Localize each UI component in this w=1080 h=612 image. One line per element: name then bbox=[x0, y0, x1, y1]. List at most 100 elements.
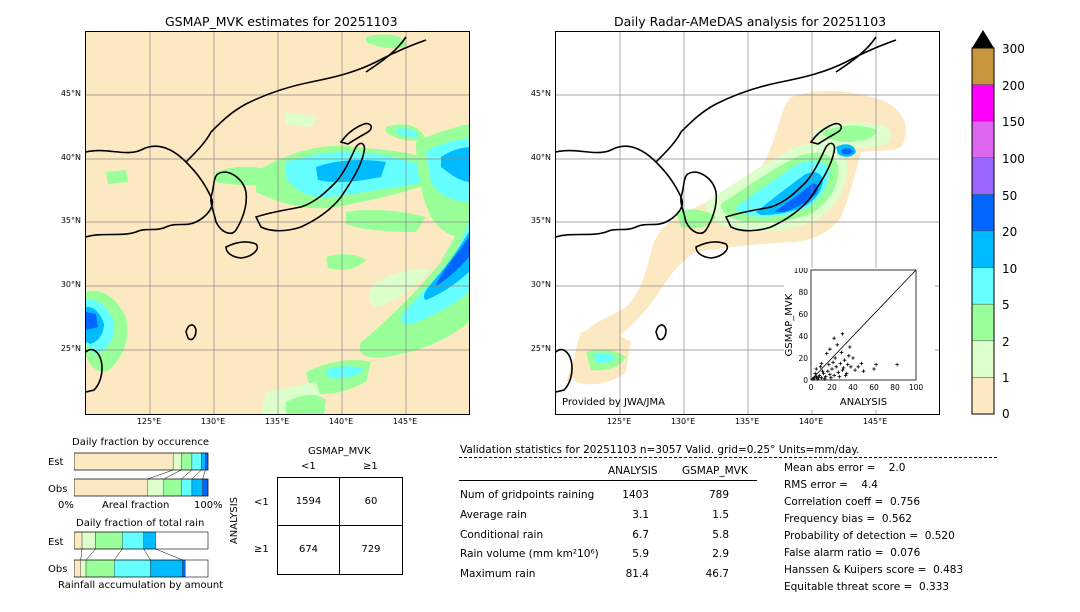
left-lat-label-45: 45°N bbox=[60, 89, 81, 98]
colorbar-segment bbox=[971, 303, 995, 342]
validation-col-analysis: ANALYSIS bbox=[608, 465, 658, 477]
scatter-point bbox=[832, 336, 836, 340]
scatter-point bbox=[841, 366, 846, 370]
scatter-point bbox=[847, 354, 851, 358]
scatter-point bbox=[872, 367, 876, 371]
colorbar-segment bbox=[971, 340, 995, 378]
scatter-point bbox=[839, 350, 844, 355]
total-rain-bar-frame bbox=[74, 531, 209, 550]
total-rain-bar-chart bbox=[74, 531, 209, 578]
contingency-row-lt: <1 bbox=[254, 497, 269, 508]
scatter-point bbox=[819, 361, 824, 366]
left-lon-label-135: 135°E bbox=[264, 417, 290, 426]
right-map-coastline bbox=[556, 36, 897, 393]
total-rain-obs-label: Obs bbox=[48, 564, 68, 575]
colorbar-label-150: 150 bbox=[1002, 115, 1025, 129]
total-rain-connector bbox=[155, 548, 183, 561]
colorbar-label-200: 200 bbox=[1002, 79, 1025, 93]
scatter-point bbox=[817, 373, 822, 378]
scatter-y-label: GSMAP_MVK bbox=[784, 293, 795, 356]
occurrence-x-mid: Areal fraction bbox=[102, 500, 170, 511]
scatter-point bbox=[845, 362, 850, 367]
total-rain-segment bbox=[114, 559, 151, 578]
colorbar-frame bbox=[971, 47, 995, 415]
colorbar-segment bbox=[971, 377, 995, 415]
total-rain-segment bbox=[182, 559, 186, 578]
stat-gsmap-maximum: 46.7 bbox=[705, 568, 729, 580]
scatter-point bbox=[836, 370, 841, 375]
left-lon-label-145: 145°E bbox=[392, 417, 418, 426]
occurrence-bar-frame bbox=[74, 452, 209, 471]
scatter-point bbox=[812, 376, 816, 380]
contingency-table: 1594 60 674 729 bbox=[277, 477, 403, 575]
stat-analysis-average: 3.1 bbox=[632, 509, 649, 521]
scatter-point bbox=[814, 374, 819, 379]
stat-label-volume: Rain volume (mm km²10⁶) bbox=[460, 548, 599, 560]
scatter-point bbox=[849, 365, 853, 369]
scatter-x-tick: 0 bbox=[809, 383, 814, 392]
left-lat-label-40: 40°N bbox=[60, 153, 81, 162]
score-mae: Mean abs error = 2.0 bbox=[784, 462, 906, 474]
occurrence-segment bbox=[180, 452, 193, 471]
colorbar-label-2: 2 bbox=[1002, 335, 1010, 349]
scatter-point bbox=[874, 362, 878, 367]
occurrence-segment bbox=[147, 478, 164, 497]
total-rain-segment bbox=[85, 559, 115, 578]
total-rain-segment bbox=[80, 559, 87, 578]
right-lon-label-140: 140°E bbox=[798, 417, 824, 426]
scatter-point bbox=[833, 356, 837, 360]
right-map: 0 20 40 60 80 100 0 20 40 60 80 100 ANALYSIS GSMAP_MV… bbox=[555, 31, 940, 415]
occurrence-segment bbox=[74, 478, 148, 497]
occurrence-bar-chart bbox=[74, 452, 209, 497]
scatter-point bbox=[814, 367, 819, 371]
occurrence-segment bbox=[163, 478, 182, 497]
scatter-point bbox=[851, 356, 855, 360]
score-far: False alarm ratio = 0.076 bbox=[784, 547, 921, 559]
stat-analysis-conditional: 6.7 bbox=[632, 529, 649, 541]
contingency-cell-b: 60 bbox=[364, 496, 378, 507]
colorbar-segment bbox=[971, 157, 995, 195]
total-rain-segment bbox=[81, 531, 96, 550]
occurrence-segment bbox=[172, 452, 182, 471]
scatter-y-tick: 20 bbox=[798, 354, 808, 363]
colorbar-label-1: 1 bbox=[1002, 371, 1010, 385]
scatter-point bbox=[835, 343, 840, 347]
left-lat-label-30: 30°N bbox=[60, 280, 81, 289]
colorbar-label-50: 50 bbox=[1002, 189, 1018, 203]
scatter-point bbox=[853, 368, 857, 372]
right-lat-label-35: 35°N bbox=[530, 216, 551, 225]
scatter-point bbox=[829, 376, 833, 380]
score-correlation: Correlation coeff = 0.756 bbox=[784, 496, 920, 508]
scatter-point bbox=[834, 365, 838, 369]
scatter-x-tick: 40 bbox=[848, 383, 858, 392]
left-lat-label-25: 25°N bbox=[60, 344, 81, 353]
total-rain-segment bbox=[95, 531, 123, 550]
scatter-point bbox=[827, 362, 831, 367]
left-lon-label-125: 125°E bbox=[136, 417, 162, 426]
left-map-title: GSMAP_MVK estimates for 20251103 bbox=[165, 14, 398, 29]
scatter-point bbox=[840, 332, 845, 336]
scatter-x-label: ANALYSIS bbox=[840, 397, 887, 408]
colorbar bbox=[971, 30, 995, 415]
contingency-row-axis: ANALYSIS bbox=[229, 496, 241, 545]
score-pod: Probability of detection = 0.520 bbox=[784, 530, 955, 542]
right-lat-label-45: 45°N bbox=[530, 89, 551, 98]
colorbar-label-100: 100 bbox=[1002, 152, 1025, 166]
occurrence-segment bbox=[191, 452, 202, 471]
stat-analysis-raining: 1403 bbox=[622, 489, 649, 501]
scatter-inset: 0 20 40 60 80 100 0 20 40 60 80 100 ANALYSIS GSMAP_MV… bbox=[784, 268, 935, 410]
occurrence-segment bbox=[180, 478, 193, 497]
scatter-y-tick: 100 bbox=[794, 268, 809, 275]
contingency-cell-d: 729 bbox=[361, 544, 381, 555]
occurrence-est-label: Est bbox=[48, 457, 64, 468]
occurrence-segment bbox=[205, 452, 209, 471]
score-rmse: RMS error = 4.4 bbox=[784, 479, 878, 491]
total-rain-est-label: Est bbox=[48, 537, 64, 548]
scatter-point bbox=[823, 374, 828, 379]
left-lat-label-35: 35°N bbox=[60, 216, 81, 225]
scatter-point bbox=[824, 351, 829, 356]
scatter-point bbox=[840, 368, 845, 372]
colorbar-label-20: 20 bbox=[1002, 225, 1018, 239]
scatter-point bbox=[844, 371, 849, 376]
occurrence-bar-frame bbox=[74, 478, 209, 497]
